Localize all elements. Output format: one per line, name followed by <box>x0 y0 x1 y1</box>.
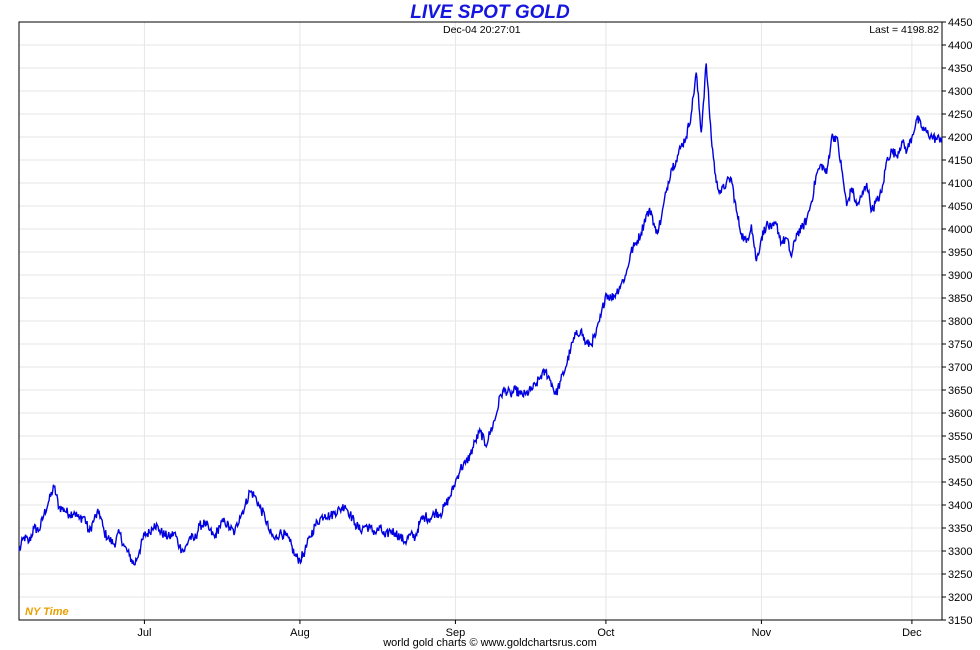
y-tick-label: 3300 <box>948 546 972 558</box>
y-tick-label: 3650 <box>948 385 972 397</box>
y-tick-label: 3250 <box>948 569 972 581</box>
y-tick-label: 4200 <box>948 132 972 144</box>
time-zone-label: NY Time <box>25 606 69 618</box>
y-tick-label: 4000 <box>948 224 972 236</box>
y-tick-label: 3800 <box>948 316 972 328</box>
y-tick-label: 4250 <box>948 109 972 121</box>
y-tick-label: 3600 <box>948 408 972 420</box>
x-tick-label: Nov <box>752 627 772 639</box>
y-tick-label: 3950 <box>948 247 972 259</box>
y-tick-label: 3200 <box>948 592 972 604</box>
y-tick-label: 3450 <box>948 477 972 489</box>
y-tick-label: 4350 <box>948 63 972 75</box>
y-tick-label: 4450 <box>948 17 972 29</box>
x-tick-label: Oct <box>597 627 614 639</box>
x-axis: Jul Aug Sep Oct Nov Dec <box>137 620 922 639</box>
y-axis: 3150 3200 3250 3300 3350 3400 3450 3500 3550 3600… <box>942 17 972 627</box>
chart-title: LIVE SPOT GOLD <box>410 2 570 23</box>
x-tick-label: Aug <box>290 627 310 639</box>
timestamp: Dec-04 20:27:01 <box>443 24 521 36</box>
footer-credit: world gold charts © www.goldchartsrus.co… <box>382 637 597 649</box>
y-tick-label: 3400 <box>948 500 972 512</box>
y-tick-label: 3750 <box>948 339 972 351</box>
y-tick-label: 3350 <box>948 523 972 535</box>
y-tick-label: 4300 <box>948 86 972 98</box>
x-tick-label: Dec <box>902 627 922 639</box>
last-price: Last = 4198.82 <box>869 24 939 36</box>
y-tick-label: 4150 <box>948 155 972 167</box>
y-tick-label: 4050 <box>948 201 972 213</box>
x-tick-label: Sep <box>446 627 466 639</box>
y-tick-label: 3850 <box>948 293 972 305</box>
y-tick-label: 3150 <box>948 615 972 627</box>
y-tick-label: 3900 <box>948 270 972 282</box>
y-tick-label: 3700 <box>948 362 972 374</box>
y-tick-label: 3500 <box>948 454 972 466</box>
y-tick-label: 3550 <box>948 431 972 443</box>
y-tick-label: 4100 <box>948 178 972 190</box>
grid <box>19 21 942 621</box>
x-tick-label: Jul <box>137 627 151 639</box>
price-line <box>18 63 943 566</box>
y-tick-label: 4400 <box>948 40 972 52</box>
